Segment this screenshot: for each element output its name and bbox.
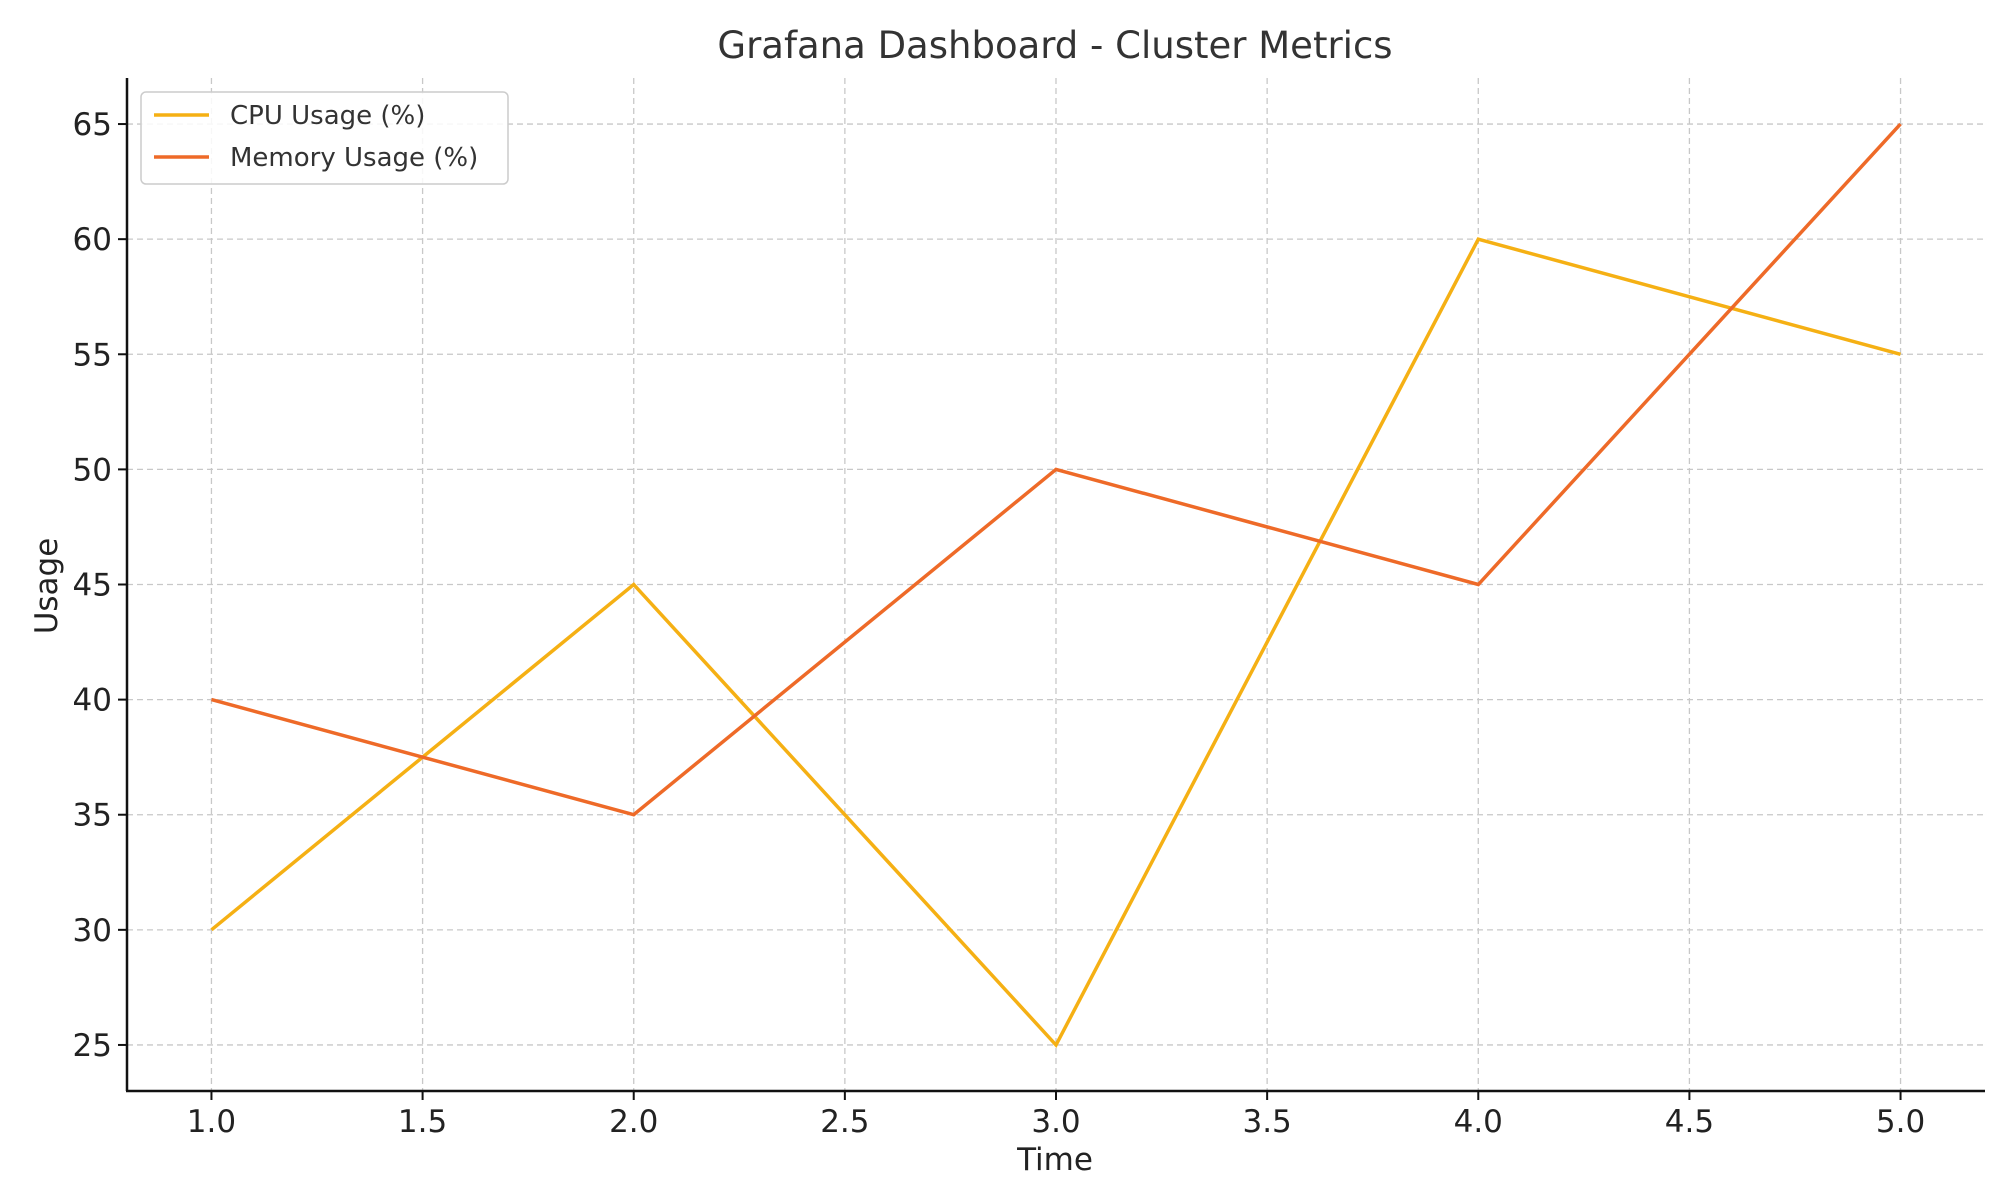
y-axis-ticks: 25 30 35 40 45 50 55 60 65 <box>73 107 127 1064</box>
x-tick-label: 3.0 <box>1031 1104 1080 1140</box>
y-tick-label: 45 <box>73 568 112 604</box>
y-tick-label: 60 <box>73 222 112 258</box>
x-axis-label: Time <box>1016 1142 1093 1178</box>
x-tick-label: 1.0 <box>187 1104 236 1140</box>
y-axis-label: Usage <box>29 538 65 635</box>
x-tick-label: 2.0 <box>609 1104 658 1140</box>
x-axis-ticks: 1.0 1.5 2.0 2.5 3.0 3.5 4.0 4.5 5.0 <box>187 1091 1925 1140</box>
grid <box>127 78 1985 1091</box>
x-tick-label: 1.5 <box>398 1104 447 1140</box>
x-tick-label: 4.0 <box>1454 1104 1503 1140</box>
series-line-cpu <box>210 237 1901 1049</box>
x-tick-label: 2.5 <box>820 1104 869 1140</box>
legend: CPU Usage (%) Memory Usage (%) <box>140 91 509 185</box>
legend-box <box>140 91 509 185</box>
legend-label-memory: Memory Usage (%) <box>230 143 478 173</box>
y-tick-label: 55 <box>73 337 112 373</box>
y-tick-label: 50 <box>73 452 112 488</box>
chart-title: Grafana Dashboard - Cluster Metrics <box>717 24 1392 67</box>
x-tick-label: 3.5 <box>1242 1104 1291 1140</box>
y-tick-label: 25 <box>73 1028 112 1064</box>
series-line-memory <box>211 122 1902 817</box>
x-tick-label: 4.5 <box>1665 1104 1714 1140</box>
y-tick-label: 35 <box>73 798 112 834</box>
x-tick-label: 5.0 <box>1876 1104 1925 1140</box>
legend-label-cpu: CPU Usage (%) <box>230 101 425 131</box>
y-tick-label: 40 <box>73 683 112 719</box>
y-tick-label: 30 <box>73 913 112 949</box>
series-lines <box>210 122 1902 1049</box>
y-tick-label: 65 <box>73 107 112 143</box>
